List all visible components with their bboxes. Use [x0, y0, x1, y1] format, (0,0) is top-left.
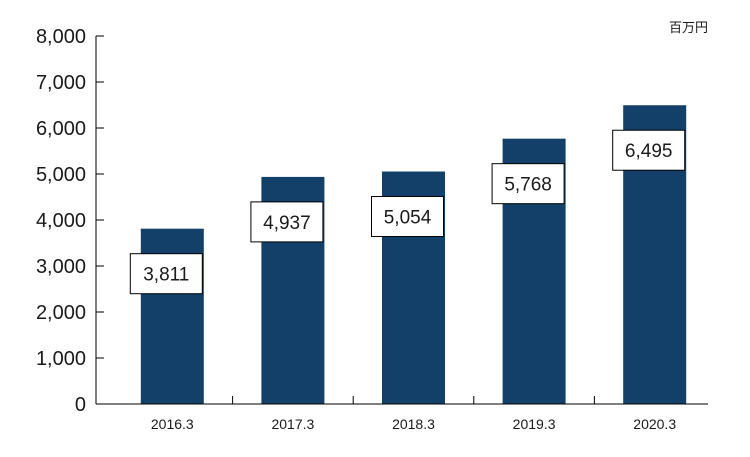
y-tick-label: 2,000 — [36, 302, 86, 324]
x-axis: 2016.3 2017.3 2018.3 2019.3 2020.3 — [96, 396, 708, 432]
x-tick-label: 2018.3 — [392, 416, 435, 432]
y-tick-label: 4,000 — [36, 210, 86, 232]
y-axis: 0 1,000 2,000 3,000 4,000 5,000 6,000 7,000 8,00… — [36, 26, 104, 416]
value-label-box — [129, 253, 203, 295]
y-tick-label: 7,000 — [36, 72, 86, 94]
y-tick-label: 1,000 — [36, 348, 86, 370]
unit-label: 百万円 — [669, 21, 708, 36]
value-label-box — [612, 129, 686, 171]
x-tick-label: 2019.3 — [513, 416, 556, 432]
y-tick-label: 8,000 — [36, 26, 86, 48]
value-label: 5,768 — [504, 175, 552, 196]
x-tick-label: 2020.3 — [633, 416, 676, 432]
y-tick-label: 0 — [75, 394, 86, 416]
y-tick-label: 5,000 — [36, 164, 86, 186]
value-label: 4,937 — [263, 213, 311, 234]
y-tick-label: 3,000 — [36, 256, 86, 278]
value-label-box — [371, 196, 444, 238]
bars — [140, 105, 687, 404]
value-label: 6,495 — [625, 141, 673, 162]
value-label-box — [491, 163, 565, 205]
x-tick-label: 2017.3 — [271, 416, 314, 432]
y-tick-label: 6,000 — [36, 118, 86, 140]
value-label: 5,054 — [384, 208, 432, 229]
x-tick-label: 2016.3 — [151, 416, 194, 432]
value-label-box — [250, 201, 324, 243]
value-labels: 3,811 4,937 5,054 5,768 6,495 — [129, 129, 686, 295]
value-label: 3,811 — [143, 265, 189, 286]
